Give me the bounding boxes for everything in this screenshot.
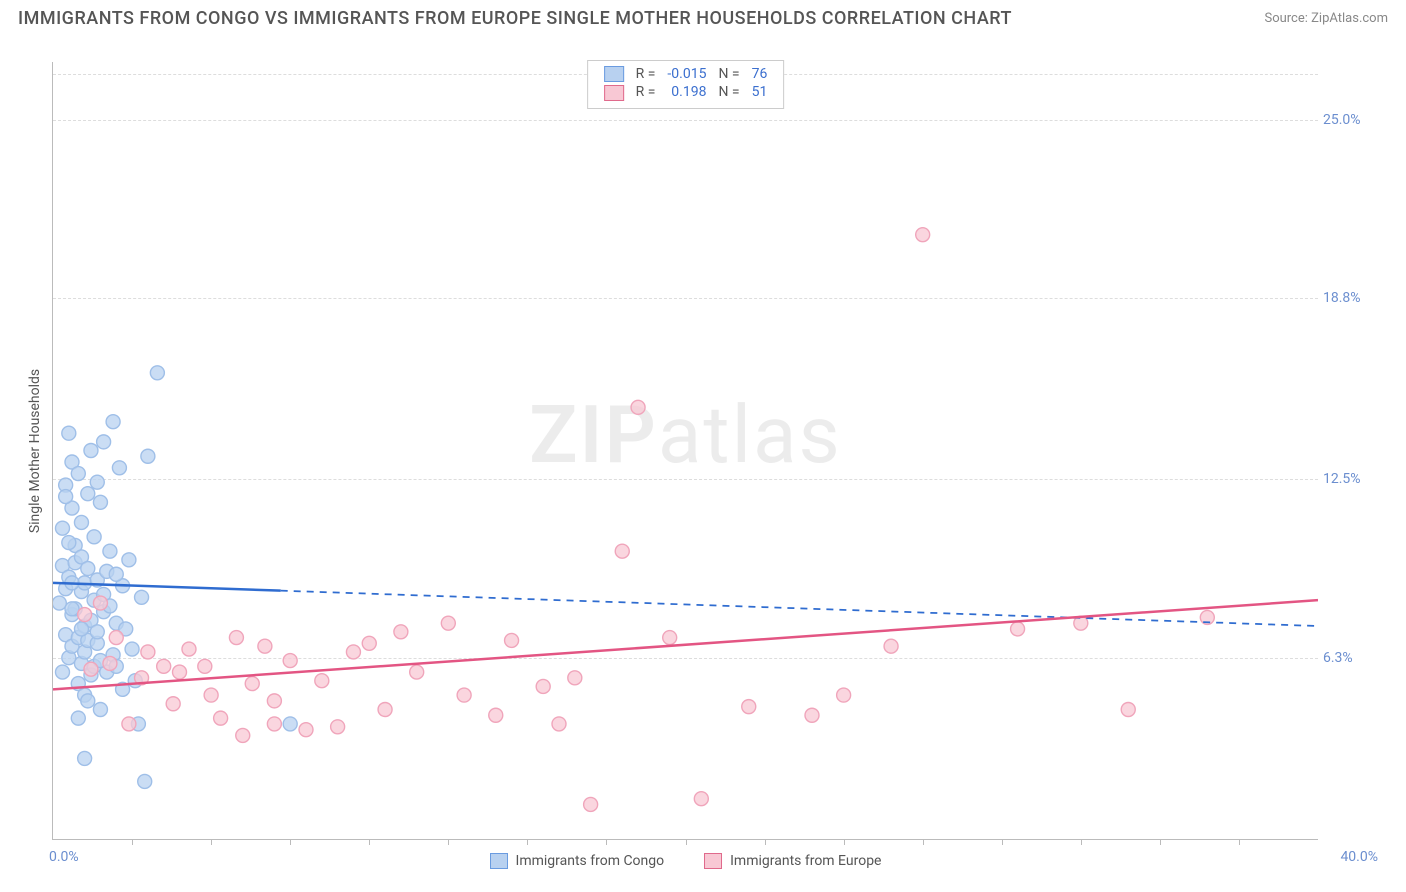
x-tick (527, 839, 528, 845)
legend-item-europe: Immigrants from Europe (704, 853, 881, 869)
x-tick (132, 839, 133, 845)
x-tick (448, 839, 449, 845)
y-tick-label: 25.0% (1323, 112, 1378, 128)
y-axis-title: Single Mother Households (27, 368, 43, 532)
legend-n-label: N = (712, 83, 745, 101)
legend-swatch-icon (704, 853, 722, 869)
x-tick (1081, 839, 1082, 845)
y-tick-label: 12.5% (1323, 471, 1378, 487)
x-tick (1002, 839, 1003, 845)
x-tick (844, 839, 845, 845)
x-tick (765, 839, 766, 845)
legend-swatch-europe (604, 85, 624, 101)
legend-swatch-icon (490, 853, 508, 869)
chart-container: Single Mother Households ZIPatlas R = -0… (18, 42, 1388, 880)
x-axis-max-label: 40.0% (1340, 849, 1378, 865)
y-tick-label: 18.8% (1323, 290, 1378, 306)
x-axis-min-label: 0.0% (49, 849, 79, 865)
trend-line (53, 600, 1318, 689)
x-tick (686, 839, 687, 845)
x-tick (211, 839, 212, 845)
trend-lines-layer (53, 62, 1318, 839)
x-tick (369, 839, 370, 845)
legend-swatch-congo (604, 66, 624, 82)
plot-area: Single Mother Households ZIPatlas R = -0… (52, 62, 1318, 840)
legend-n-value-congo: 76 (746, 65, 774, 83)
legend-stats-row: R = -0.015 N = 76 (598, 65, 774, 83)
legend-n-value-europe: 51 (746, 83, 774, 101)
x-tick (923, 839, 924, 845)
x-tick (1239, 839, 1240, 845)
y-tick-label: 6.3% (1323, 650, 1378, 666)
legend-r-label: R = (630, 65, 662, 83)
x-tick (1160, 839, 1161, 845)
x-tick (290, 839, 291, 845)
trend-line-extrapolated (281, 591, 1318, 626)
legend-label: Immigrants from Congo (516, 853, 665, 869)
legend-label: Immigrants from Europe (730, 853, 881, 869)
legend-r-value-congo: -0.015 (661, 65, 712, 83)
legend-stats: R = -0.015 N = 76 R = 0.198 N = 51 (587, 60, 785, 109)
trend-line (53, 583, 281, 591)
chart-title: IMMIGRANTS FROM CONGO VS IMMIGRANTS FROM… (18, 8, 1012, 29)
legend-stats-row: R = 0.198 N = 51 (598, 83, 774, 101)
source-label: Source: ZipAtlas.com (1264, 11, 1388, 26)
legend-r-value-europe: 0.198 (661, 83, 712, 101)
x-tick (606, 839, 607, 845)
legend-r-label: R = (630, 83, 662, 101)
legend-series: Immigrants from Congo Immigrants from Eu… (490, 853, 882, 869)
legend-n-label: N = (712, 65, 745, 83)
legend-item-congo: Immigrants from Congo (490, 853, 665, 869)
